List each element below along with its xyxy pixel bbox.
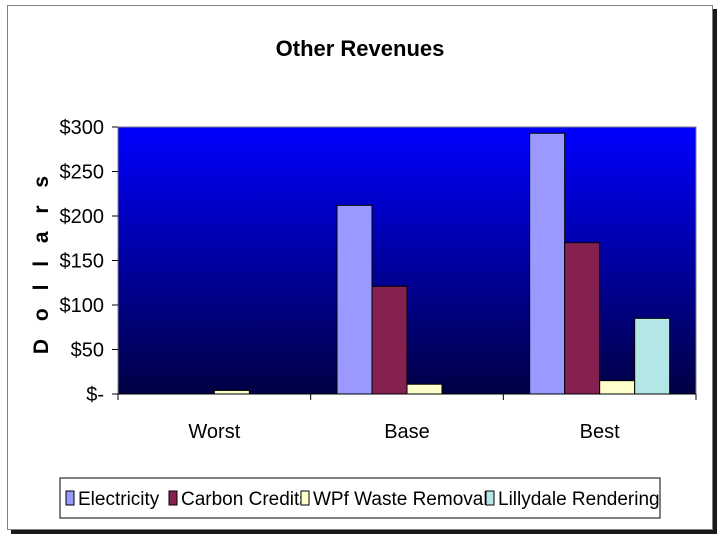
y-axis-label: D o l l a r s bbox=[30, 170, 53, 354]
legend-label: Lillydale Rendering bbox=[498, 489, 660, 510]
legend-swatch bbox=[300, 490, 310, 506]
y-tick-label: $150 bbox=[60, 251, 105, 273]
y-tick-label: $200 bbox=[60, 206, 105, 228]
x-tick-label: Base bbox=[384, 421, 430, 443]
x-ticks: Worst Base Best bbox=[117, 393, 697, 443]
legend-label: Carbon Credits bbox=[181, 489, 309, 510]
chart-title: Other Revenues bbox=[276, 36, 445, 61]
bars bbox=[213, 132, 671, 395]
bar-carbon-credits-best bbox=[564, 242, 601, 395]
y-tick-label: $300 bbox=[60, 117, 105, 139]
bar-electricity-best bbox=[529, 132, 566, 395]
legend-label: Electricity bbox=[78, 489, 160, 510]
y-tick-label: $- bbox=[86, 384, 104, 406]
legend: Electricity Carbon Credits WPf Waste Remov… bbox=[65, 489, 660, 510]
legend-swatch bbox=[65, 490, 75, 506]
y-tick-label: $250 bbox=[60, 162, 105, 184]
legend-label: WPf Waste Removal bbox=[313, 489, 488, 510]
y-tick-label: $100 bbox=[60, 295, 105, 317]
bar-wpf-waste-removal-best bbox=[599, 380, 636, 395]
x-tick-label: Best bbox=[580, 421, 620, 443]
bar-lillydale-rendering-best bbox=[634, 317, 671, 395]
y-ticks: $- $50 $100 $150 $200 $250 $300 bbox=[60, 117, 118, 406]
y-tick-label: $50 bbox=[71, 340, 104, 362]
bar-electricity-base bbox=[336, 204, 373, 395]
legend-swatch bbox=[168, 490, 178, 506]
legend-box bbox=[59, 477, 661, 519]
legend-swatch bbox=[485, 490, 495, 506]
bar-wpf-waste-removal-base bbox=[406, 383, 443, 395]
bar-carbon-credits-base bbox=[371, 285, 408, 395]
bar-wpf-waste-removal-worst bbox=[213, 389, 250, 395]
x-tick-label: Worst bbox=[188, 421, 240, 443]
